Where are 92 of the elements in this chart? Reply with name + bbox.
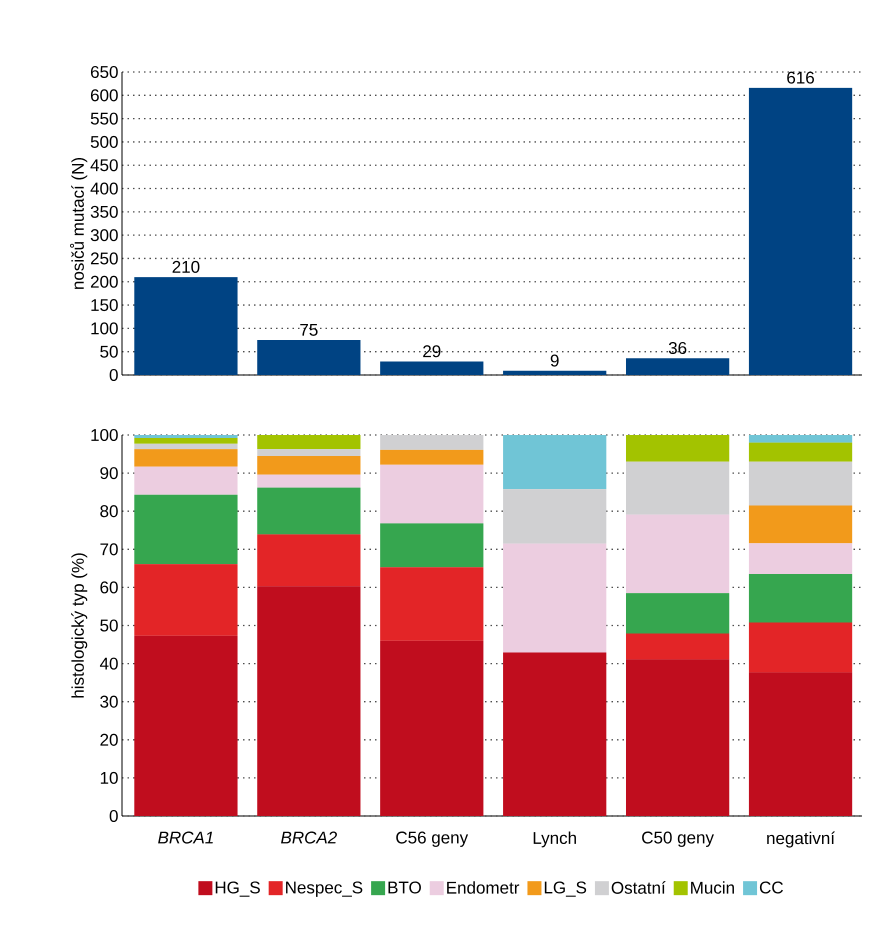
data-label: 75: [300, 324, 318, 336]
legend-label: CC: [760, 881, 783, 894]
bar: [380, 567, 484, 641]
bar: [134, 277, 238, 375]
bar: [380, 450, 484, 465]
y-tick-label: 20: [100, 734, 118, 746]
bar: [134, 438, 238, 444]
bar: [257, 586, 360, 816]
legend-label: HG_S: [216, 881, 260, 897]
bar: [748, 622, 852, 672]
y-tick-label: 200: [90, 276, 118, 288]
data-label: 9: [550, 354, 559, 367]
bar: [380, 640, 484, 816]
bar: [748, 434, 852, 443]
bar: [626, 462, 730, 515]
y-tick-label: 50: [100, 346, 118, 358]
y-tick-label: 400: [90, 182, 118, 195]
bar: [380, 464, 484, 524]
bar: [134, 434, 238, 438]
y-tick-label: 500: [90, 136, 118, 148]
legend-label: Mucin: [691, 881, 734, 894]
x-tick-label: C50 geny: [642, 832, 714, 847]
x-tick-label: Lynch: [534, 832, 576, 848]
bar: [626, 434, 730, 462]
y-tick-label: 600: [90, 89, 118, 102]
bar: [503, 652, 606, 816]
bar: [134, 494, 238, 564]
bar: [626, 514, 730, 594]
bar: [257, 488, 360, 534]
bar: [134, 564, 238, 636]
bar: [503, 370, 606, 375]
y-tick-label: 100: [91, 428, 118, 442]
y-tick-label: 10: [100, 772, 118, 784]
y-tick-label: 450: [90, 159, 118, 172]
y-tick-label: 0: [110, 368, 118, 382]
y-tick-label: 350: [90, 206, 118, 218]
bar: [257, 340, 360, 375]
data-label: 616: [787, 72, 814, 84]
y-tick-label: 550: [90, 112, 118, 125]
y-axis-title: nosičů mutací (N): [70, 158, 88, 289]
x-tick-label: BRCA2: [281, 832, 337, 844]
bar: [257, 434, 360, 450]
y-tick-label: 150: [91, 299, 118, 312]
x-tick-label: BRCA1: [158, 832, 213, 844]
bar: [503, 544, 606, 653]
data-label: 36: [668, 342, 686, 354]
x-tick-label: negativní: [767, 832, 835, 848]
bar: [257, 474, 360, 488]
bar: [380, 434, 484, 450]
y-tick-label: 80: [100, 505, 118, 518]
data-label: 210: [172, 260, 200, 273]
y-tick-label: 50: [100, 619, 118, 632]
legend-label: LG_S: [544, 881, 586, 897]
bar: [748, 505, 852, 544]
y-axis-title: histologický typ (%): [71, 553, 88, 698]
y-tick-label: 40: [100, 658, 118, 670]
bar: [134, 449, 238, 467]
y-tick-label: 90: [100, 467, 118, 480]
legend-label: Endometr: [447, 881, 520, 894]
x-tick-label: C56 geny: [396, 832, 468, 847]
data-label: 29: [423, 345, 440, 358]
bar: [626, 593, 730, 634]
bar: [380, 523, 484, 568]
y-tick-label: 650: [90, 66, 118, 78]
bar: [748, 442, 852, 462]
y-tick-label: 250: [90, 252, 118, 264]
bar: [748, 543, 852, 574]
bar: [748, 88, 852, 375]
y-tick-label: 0: [110, 810, 118, 822]
bar: [134, 444, 238, 450]
y-tick-label: 100: [91, 322, 118, 334]
bar: [626, 633, 730, 660]
bar: [748, 672, 852, 816]
legend-label: Ostatní: [612, 881, 666, 894]
bar: [503, 434, 606, 490]
legend-label: BTO: [388, 881, 421, 894]
bar: [257, 534, 360, 586]
y-tick-label: 300: [90, 229, 118, 242]
y-tick-label: 70: [100, 543, 118, 556]
bar: [134, 466, 238, 495]
bar: [626, 358, 730, 375]
bar: [748, 462, 852, 506]
bar: [257, 449, 360, 456]
bar: [503, 489, 606, 544]
y-tick-label: 60: [100, 581, 118, 594]
bar: [626, 659, 730, 816]
legend-label: Nespec_S: [286, 881, 362, 897]
y-tick-label: 30: [100, 696, 118, 708]
bar: [748, 574, 852, 622]
bar: [257, 456, 360, 475]
bar: [380, 361, 484, 375]
bar: [134, 636, 238, 816]
